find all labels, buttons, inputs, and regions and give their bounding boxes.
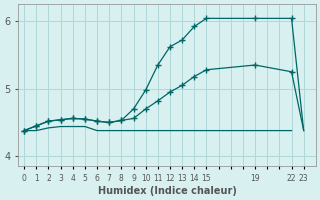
X-axis label: Humidex (Indice chaleur): Humidex (Indice chaleur) — [98, 186, 236, 196]
